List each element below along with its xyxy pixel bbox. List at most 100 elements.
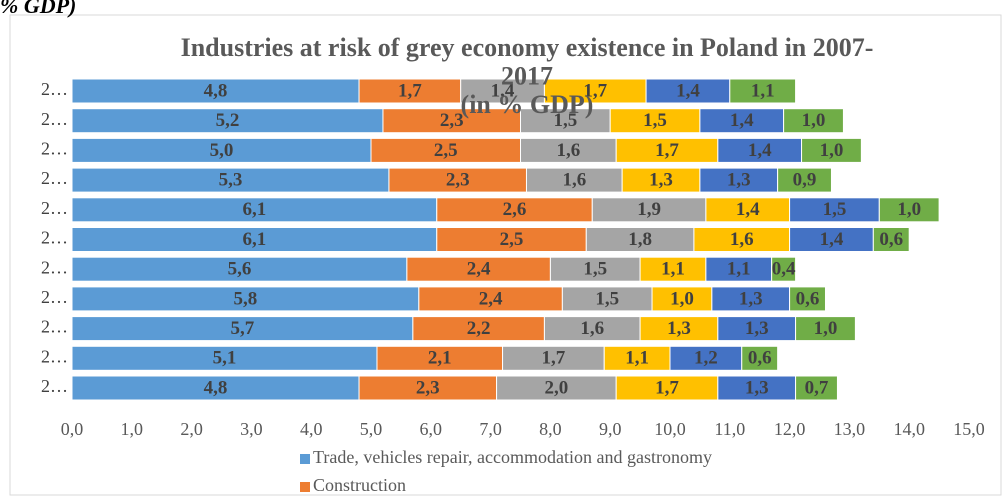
- data-label: 1,7: [655, 377, 679, 398]
- chart-title: 2017: [501, 61, 553, 90]
- y-tick-label: 2…: [41, 257, 68, 277]
- x-tick-label: 7,0: [479, 419, 502, 439]
- x-tick-label: 12,0: [774, 419, 806, 439]
- data-label: 1,8: [628, 229, 652, 250]
- bar-segment: [741, 345, 779, 371]
- data-label: 2,0: [545, 377, 569, 398]
- data-label: 2,3: [440, 110, 464, 131]
- bar-segment: [729, 78, 797, 104]
- bar-segment: [406, 256, 551, 282]
- data-label: 1,1: [661, 259, 685, 280]
- data-label: 5,7: [231, 318, 255, 339]
- data-label: 1,5: [583, 259, 607, 280]
- x-tick-label: 15,0: [953, 419, 985, 439]
- x-tick-label: 1,0: [121, 419, 144, 439]
- data-label: 1,1: [727, 259, 751, 280]
- data-label: 0,9: [793, 169, 817, 190]
- data-label: 1,3: [739, 288, 763, 309]
- x-tick-label: 4,0: [300, 419, 323, 439]
- data-label: 5,2: [216, 110, 240, 131]
- bar-segment: [496, 375, 617, 401]
- x-tick-label: 8,0: [539, 419, 562, 439]
- bar-segment: [388, 167, 527, 193]
- bar-segment: [705, 256, 773, 282]
- bar-segment: [520, 137, 617, 163]
- data-label: 1,1: [625, 348, 649, 369]
- data-label: 2,5: [434, 140, 458, 161]
- legend-label: Construction: [313, 475, 406, 495]
- bar-segment: [795, 316, 856, 342]
- data-label: 2,5: [500, 229, 524, 250]
- data-label: 1,7: [655, 140, 679, 161]
- bar-segment: [370, 137, 521, 163]
- bar-segment: [711, 286, 791, 312]
- data-label: 1,5: [553, 110, 577, 131]
- x-tick-label: 10,0: [654, 419, 686, 439]
- bar-segment: [651, 286, 713, 312]
- data-label: 1,3: [649, 169, 673, 190]
- data-label: 1,7: [398, 80, 422, 101]
- y-tick-label: 2…: [41, 376, 68, 396]
- y-tick-label: 2…: [41, 79, 68, 99]
- y-tick-label: 2…: [41, 287, 68, 307]
- x-tick-label: 0,0: [61, 419, 84, 439]
- data-label: 5,0: [210, 140, 234, 161]
- bar-segment: [71, 227, 438, 252]
- data-label: 6,1: [243, 229, 267, 250]
- data-label: 2,6: [503, 199, 527, 220]
- data-label: 2,1: [428, 348, 452, 369]
- x-tick-label: 6,0: [420, 419, 443, 439]
- bar-segment: [436, 227, 587, 252]
- data-label: 1,6: [730, 229, 754, 250]
- data-label: 2,4: [479, 288, 503, 309]
- legend-swatch: [300, 454, 310, 464]
- data-label: 1,5: [595, 288, 619, 309]
- data-label: 1,6: [562, 169, 586, 190]
- bar-segment: [615, 375, 719, 401]
- bar-segment: [789, 227, 874, 252]
- bar-segment: [71, 108, 384, 134]
- bar-segment: [376, 345, 504, 371]
- data-label: 1,3: [727, 169, 751, 190]
- data-label: 1,6: [580, 318, 604, 339]
- bar-segment: [645, 78, 731, 104]
- bar-segment: [771, 256, 797, 282]
- data-label: 5,8: [234, 288, 258, 309]
- data-label: 1,3: [667, 318, 691, 339]
- x-tick-label: 3,0: [240, 419, 263, 439]
- bar-segment: [878, 197, 940, 223]
- data-label: 1,4: [748, 140, 772, 161]
- bar-segment: [71, 197, 438, 223]
- data-label: 1,6: [556, 140, 580, 161]
- x-tick-label: 11,0: [714, 419, 745, 439]
- bar-segment: [71, 256, 408, 282]
- data-label: 0,6: [879, 229, 903, 250]
- x-tick-label: 5,0: [360, 419, 383, 439]
- bar-segment: [71, 78, 360, 104]
- data-label: 5,1: [213, 348, 237, 369]
- bar-segment: [717, 137, 803, 163]
- bar-segment: [525, 167, 623, 193]
- data-label: 1,5: [823, 199, 847, 220]
- bar-segment: [789, 197, 880, 223]
- bar-segment: [543, 316, 641, 342]
- data-label: 0,6: [796, 288, 820, 309]
- bar-segment: [436, 197, 593, 223]
- bar-segment: [795, 375, 838, 401]
- data-label: 1,4: [491, 80, 515, 101]
- data-label: 1,4: [676, 80, 700, 101]
- data-label: 2,3: [446, 169, 470, 190]
- bar-segment: [71, 345, 378, 371]
- data-label: 1,0: [897, 199, 921, 220]
- data-label: 0,7: [805, 377, 829, 398]
- data-label: 2,4: [467, 259, 491, 280]
- bar-segment: [789, 286, 826, 312]
- data-label: 1,1: [751, 80, 775, 101]
- data-label: 1,7: [542, 348, 566, 369]
- bar-segment: [621, 167, 701, 193]
- y-tick-label: 2…: [41, 198, 68, 218]
- x-tick-label: 2,0: [180, 419, 203, 439]
- data-label: 1,0: [814, 318, 838, 339]
- data-label: 5,3: [219, 169, 243, 190]
